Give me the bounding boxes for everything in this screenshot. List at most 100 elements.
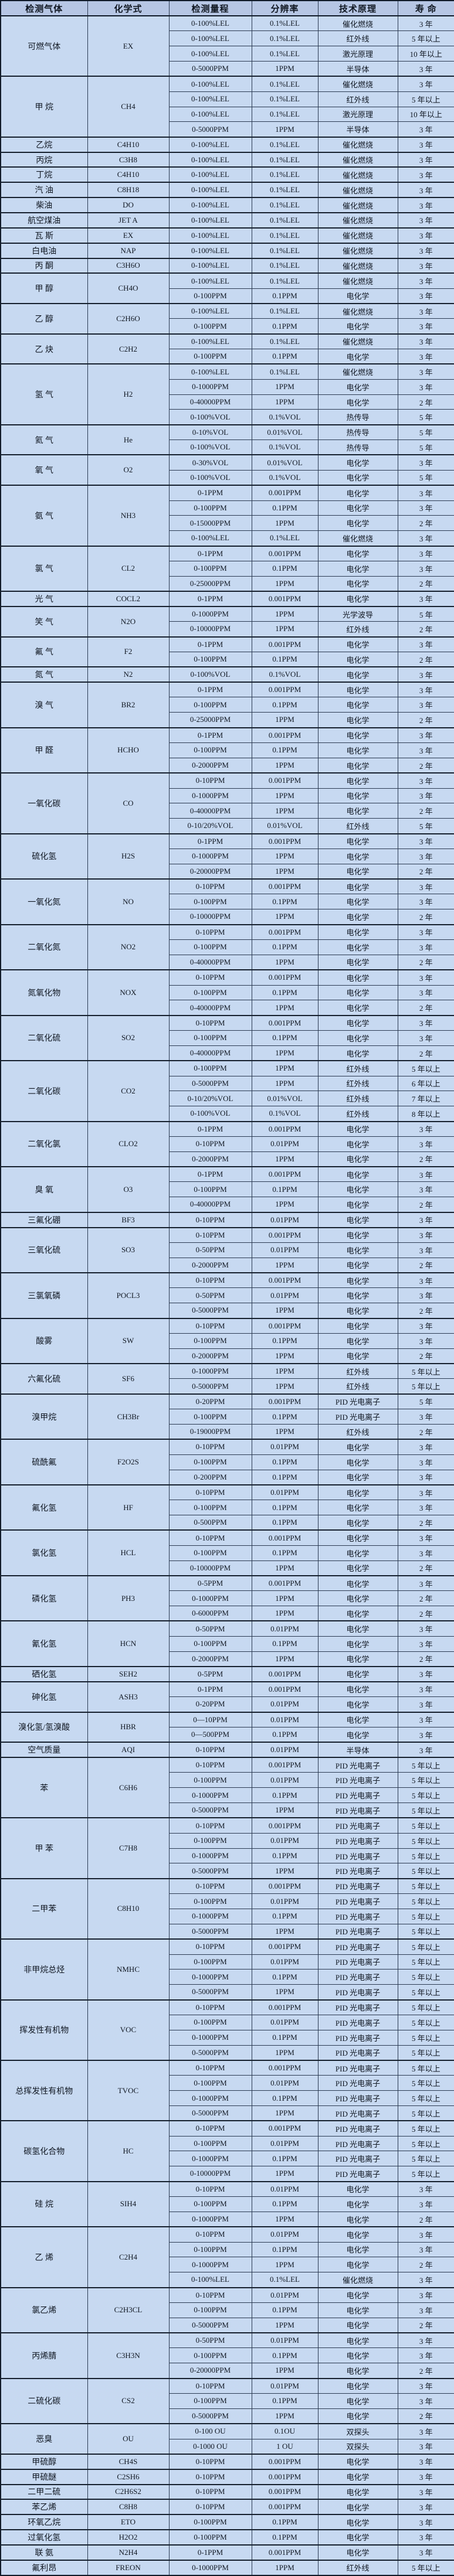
lifespan-cell: 7 年以上 bbox=[397, 1091, 454, 1107]
formula-cell: C2H6S2 bbox=[87, 2483, 170, 2500]
formula-cell: SIH4 bbox=[87, 2180, 170, 2227]
table-row: 0-100%LEL 0.1%LEL 红外线 5 年以上 bbox=[1, 91, 454, 107]
principle-cell: PID 光电离子 bbox=[317, 1878, 398, 1894]
lifespan-cell: 3 年 bbox=[397, 1545, 454, 1561]
principle-cell: 电化学 bbox=[317, 954, 398, 970]
table-row: 0-20PPM 0.01PPM 电化学 3 年 bbox=[1, 1696, 454, 1712]
resolution-cell: 0.1%LEL bbox=[251, 227, 319, 244]
table-row: 0-5000PPM 1PPM 半导体 3 年 bbox=[1, 61, 454, 77]
table-row: 0-1000PPM 0.1PPM PID 光电离子 5 年以上 bbox=[1, 1848, 454, 1864]
lifespan-cell: 3 年 bbox=[397, 833, 454, 849]
table-row: 0-1000PPM 1PPM 电化学 3 年 bbox=[1, 788, 454, 804]
formula-cell: F2 bbox=[87, 636, 170, 667]
resolution-cell: 0.1OU bbox=[251, 2423, 319, 2439]
range-cell: 0-10PPM bbox=[168, 2180, 252, 2197]
lifespan-cell: 3 年 bbox=[397, 1242, 454, 1258]
principle-cell: PID 光电离子 bbox=[317, 2045, 398, 2061]
range-cell: 0-10PPM bbox=[168, 1878, 252, 1894]
range-cell: 0-5000PPM bbox=[168, 1984, 252, 2001]
range-cell: 0-5000PPM bbox=[168, 1303, 252, 1319]
lifespan-cell: 5 年 bbox=[397, 424, 454, 441]
table-row: 联 氨 N2H4 0-1PPM 0.001PPM 电化学 3 年 bbox=[0, 2544, 454, 2561]
lifespan-cell: 3 年 bbox=[397, 500, 454, 516]
lifespan-cell: 3 年 bbox=[397, 2514, 454, 2530]
resolution-cell: 0.1PPM bbox=[251, 318, 319, 335]
formula-cell: C3H3N bbox=[87, 2332, 170, 2379]
resolution-cell: 0.001PPM bbox=[251, 485, 319, 501]
table-row: 溴 气 BR2 0-1PPM 0.001PPM 电化学 3 年 bbox=[0, 682, 454, 728]
range-cell: 0-5000PPM bbox=[168, 61, 252, 77]
range-cell: 0-100PPM bbox=[168, 560, 252, 577]
lifespan-cell: 5 年以上 bbox=[397, 2029, 454, 2046]
resolution-cell: 0.001PPM bbox=[251, 1317, 319, 1334]
lifespan-cell: 3 年 bbox=[397, 1333, 454, 1349]
resolution-cell: 1PPM bbox=[251, 1060, 319, 1076]
gas-name-cell: 氯 气 bbox=[0, 545, 88, 592]
resolution-cell: 0.01PPM bbox=[251, 1954, 319, 1970]
formula-cell: SO3 bbox=[87, 1226, 170, 1273]
lifespan-cell: 5 年以上 bbox=[397, 1848, 454, 1864]
gas-name-cell: 磷化氢 bbox=[0, 1575, 88, 1621]
principle-cell: 电化学 bbox=[317, 1469, 398, 1485]
formula-cell: C8H10 bbox=[87, 1878, 170, 1940]
range-cell: 0-100PPM bbox=[168, 2529, 252, 2546]
range-cell: 0-5000PPM bbox=[168, 2408, 252, 2424]
table-row: 0-100PPM 0.01PPM PID 光电离子 5 年以上 bbox=[1, 1772, 454, 1788]
range-cell: 0-100%LEL bbox=[168, 15, 252, 32]
lifespan-cell: 3 年 bbox=[397, 2544, 454, 2561]
resolution-cell: 0.001PPM bbox=[251, 2059, 319, 2076]
table-row: 氢 气 H2 0-100%LEL 0.1%LEL 催化燃烧 3 年 bbox=[0, 363, 454, 425]
gas-name-cell: 二甲苯 bbox=[0, 1878, 88, 1940]
resolution-cell: 0.1PPM bbox=[251, 2151, 319, 2167]
lifespan-cell: 2 年 bbox=[397, 2211, 454, 2227]
principle-cell: PID 光电离子 bbox=[317, 1863, 398, 1879]
resolution-cell: 1PPM bbox=[251, 1606, 319, 1621]
resolution-cell: 0.01PPM bbox=[251, 1832, 319, 1849]
gas-name-cell: 丙烷 bbox=[0, 151, 88, 168]
lifespan-cell: 5 年以上 bbox=[397, 2075, 454, 2091]
table-row: 氯化氢 HCL 0-10PPM 0.001PPM 电化学 3 年 bbox=[0, 1529, 454, 1576]
range-cell: 0-1000PPM bbox=[168, 1363, 252, 1379]
lifespan-cell: 3 年 bbox=[397, 151, 454, 168]
lifespan-cell: 6 年以上 bbox=[397, 1075, 454, 1092]
lifespan-cell: 5 年 bbox=[397, 1393, 454, 1410]
table-row: 二甲苯 C8H10 0-10PPM 0.001PPM PID 光电离子 5 年以上 bbox=[0, 1878, 454, 1940]
table-row: 0-100PPM 0.1PPM 电化学 3 年 bbox=[1, 1454, 454, 1470]
range-cell: 0-10PPM bbox=[168, 1742, 252, 1758]
formula-cell: C2H2 bbox=[87, 333, 170, 364]
principle-cell: 电化学 bbox=[317, 2317, 398, 2333]
range-cell: 0-1000PPM bbox=[168, 1848, 252, 1864]
gas-name-cell: 环氧乙烷 bbox=[0, 2514, 88, 2530]
lifespan-cell: 5 年以上 bbox=[397, 1999, 454, 2015]
range-cell: 0-100%LEL bbox=[168, 76, 252, 92]
range-cell: 0-100PPM bbox=[168, 1409, 252, 1425]
range-cell: 0-100PPM bbox=[168, 288, 252, 304]
range-cell: 0-1000PPM bbox=[168, 2029, 252, 2046]
principle-cell: 电化学 bbox=[317, 1454, 398, 1470]
formula-cell: CH4 bbox=[87, 76, 170, 138]
resolution-cell: 1PPM bbox=[251, 909, 319, 925]
lifespan-cell: 3 年 bbox=[397, 136, 454, 153]
formula-cell: CS2 bbox=[87, 2377, 170, 2424]
gas-name-cell: 甲 醛 bbox=[0, 727, 88, 774]
principle-cell: 催化燃烧 bbox=[317, 272, 398, 289]
lifespan-cell: 3 年 bbox=[397, 166, 454, 183]
lifespan-cell: 3 年 bbox=[397, 242, 454, 258]
principle-cell: 电化学 bbox=[317, 2180, 398, 2197]
range-cell: 0-10/20%VOL bbox=[168, 818, 252, 834]
table-row: 0-10000PPM 1PPM 红外线 2 年 bbox=[1, 621, 454, 638]
table-row: 0-100PPM 0.1PPM 电化学 3 年 bbox=[1, 894, 454, 910]
lifespan-cell: 3 年 bbox=[397, 591, 454, 607]
lifespan-cell: 2 年 bbox=[397, 394, 454, 410]
lifespan-cell: 3 年 bbox=[397, 2393, 454, 2409]
formula-cell: SO2 bbox=[87, 1014, 170, 1061]
resolution-cell: 1 OU bbox=[251, 2438, 319, 2455]
lifespan-cell: 5 年以上 bbox=[397, 1817, 454, 1834]
resolution-cell: 0.1%LEL bbox=[251, 363, 319, 380]
range-cell: 0-1PPM bbox=[168, 591, 252, 607]
resolution-cell: 0.1%LEL bbox=[251, 151, 319, 168]
lifespan-cell: 3 年 bbox=[397, 1272, 454, 1289]
range-cell: 0-100PPM bbox=[168, 2241, 252, 2258]
lifespan-cell: 5 年 bbox=[397, 409, 454, 425]
resolution-cell: 0.1%LEL bbox=[251, 30, 319, 47]
